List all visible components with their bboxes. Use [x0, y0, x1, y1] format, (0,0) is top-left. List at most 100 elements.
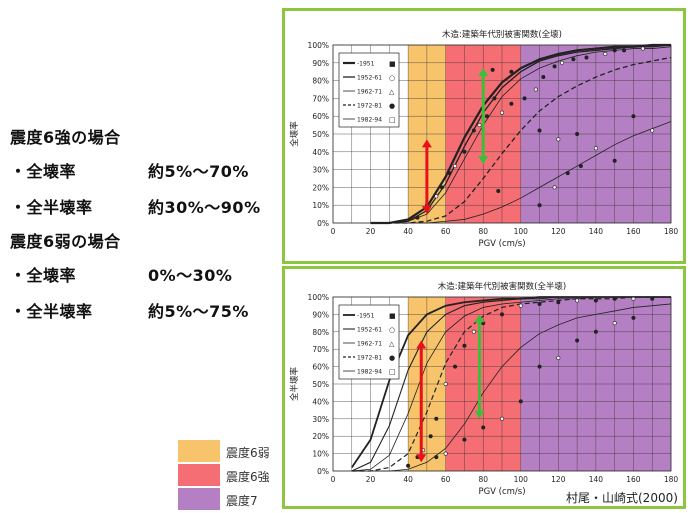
x-tick-label: 0 [331, 475, 336, 484]
series-line-4 [351, 303, 672, 472]
data-point [631, 114, 636, 119]
y-tick-label: 20% [312, 183, 329, 192]
legend-label-3: 1972-81 [357, 103, 382, 110]
legend-label-4: 1982-94 [357, 117, 382, 124]
legend-marker-0: ■ [389, 312, 396, 320]
legend-marker-2: △ [389, 88, 395, 96]
x-tick-label: 20 [366, 227, 376, 236]
data-point [428, 434, 433, 439]
arrow-head-bottom-0 [421, 206, 432, 215]
y-tick-label: 40% [312, 397, 329, 406]
y-tick-label: 100% [308, 41, 329, 50]
data-point [533, 87, 538, 92]
data-point [415, 215, 420, 220]
y-tick-label: 50% [312, 380, 329, 389]
legend-label-4: 1982-94 [357, 369, 382, 376]
legend-swatch-6-lower [178, 440, 220, 462]
x-tick-label: 160 [626, 227, 641, 236]
data-point [462, 343, 467, 348]
data-point [650, 296, 655, 301]
case1-row1-label: ・全壊率 [10, 162, 77, 181]
legend-label-6-lower: 震度6弱 [226, 446, 270, 460]
data-point [552, 185, 557, 190]
legend-label-6-upper: 震度6強 [226, 470, 270, 484]
data-point [593, 298, 598, 303]
x-tick-label: 140 [589, 475, 604, 484]
case2-row2-label: ・全半壊率 [10, 302, 93, 321]
data-point [518, 399, 523, 404]
data-point [500, 312, 505, 317]
data-point [622, 48, 627, 53]
x-tick-label: 100 [514, 227, 529, 236]
x-tick-label: 0 [331, 227, 336, 236]
y-tick-label: 0% [317, 467, 329, 476]
arrow-head-top-0 [416, 340, 427, 349]
legend-label-3: 1972-81 [357, 355, 382, 362]
data-point [631, 315, 636, 320]
legend-swatch-6-upper [178, 464, 220, 486]
data-point [593, 146, 598, 151]
legend-label-1: 1952-61 [357, 75, 382, 82]
arrow-head-top-1 [474, 314, 485, 323]
x-tick-label: 120 [551, 475, 566, 484]
data-point [603, 51, 608, 56]
x-tick-label: 40 [403, 227, 413, 236]
legend-marker-3: ● [389, 102, 395, 110]
data-point [443, 451, 448, 456]
data-point [434, 455, 439, 460]
x-tick-label: 100 [514, 475, 529, 484]
case2-row1-value: 0%～30% [148, 266, 233, 285]
y-tick-label: 70% [312, 345, 329, 354]
case1-row2-label: ・全半壊率 [10, 198, 93, 217]
case1-row1-value: 約5%～70% [148, 162, 249, 181]
series-line-2 [351, 296, 671, 472]
data-point [537, 203, 542, 208]
x-tick-label: 160 [626, 475, 641, 484]
data-point [541, 75, 546, 80]
data-point [453, 164, 458, 169]
data-point [484, 114, 489, 119]
series-legend [338, 52, 400, 128]
data-point [537, 364, 542, 369]
data-point [477, 123, 482, 128]
x-tick-label: 40 [403, 475, 413, 484]
legend-label-2: 1962-71 [357, 89, 382, 96]
y-tick-label: 30% [312, 415, 329, 424]
x-tick-label: 80 [478, 227, 488, 236]
data-point [406, 463, 411, 468]
data-point [509, 101, 514, 106]
arrow-head-bottom-1 [478, 156, 489, 165]
y-tick-label: 80% [312, 77, 329, 86]
y-tick-label: 70% [312, 94, 329, 103]
y-tick-label: 30% [312, 166, 329, 175]
legend-marker-4: □ [389, 368, 396, 376]
data-point [612, 48, 617, 53]
y-tick-label: 10% [312, 201, 329, 210]
series-line-2 [370, 46, 672, 224]
data-point [471, 329, 476, 334]
chart-total-collapse-svg: 木造:建築年代別被害関数(全壊) 0% 10% 20% 30% 40% 50% 60% 70% 8… [289, 29, 678, 249]
chart-title: 木造:建築年代別被害関数(全壊) [442, 29, 562, 40]
data-point [575, 338, 580, 343]
x-tick-label: 80 [478, 475, 488, 484]
series-line-0 [370, 43, 671, 225]
legend-marker-2: △ [389, 340, 395, 348]
y-tick-label: 20% [312, 432, 329, 441]
data-point [612, 296, 617, 301]
data-point [500, 416, 505, 421]
data-point [447, 171, 452, 176]
y-axis-label: 全壊率 [289, 121, 300, 147]
legend-marker-1: ○ [389, 74, 395, 82]
data-point [556, 137, 561, 142]
data-point [434, 416, 439, 421]
case2-row2-value: 約5%～75% [148, 302, 249, 321]
series-line-1 [370, 44, 672, 224]
data-point [650, 128, 655, 133]
x-tick-label: 60 [441, 475, 451, 484]
data-point [462, 149, 467, 154]
x-tick-label: 180 [664, 475, 679, 484]
data-point [537, 301, 542, 306]
y-tick-label: 80% [312, 328, 329, 337]
legend-marker-0: ■ [389, 60, 396, 68]
y-tick-label: 0% [317, 219, 329, 228]
